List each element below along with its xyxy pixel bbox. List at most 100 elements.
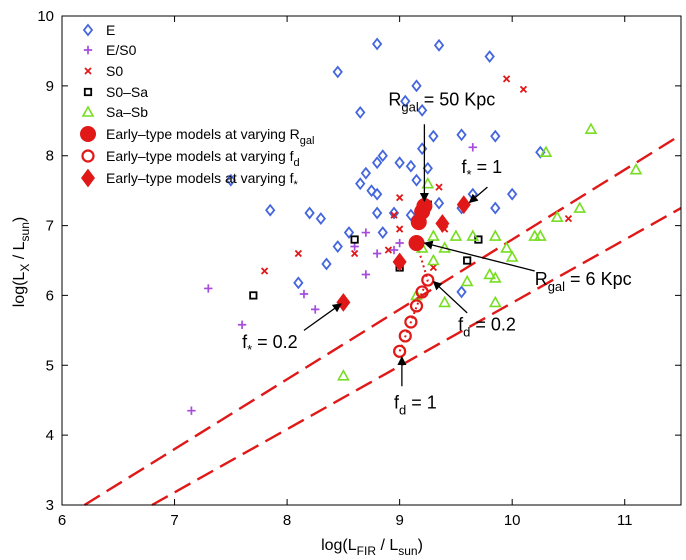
y-tick-label: 8 [46,148,54,165]
data-point [372,249,382,258]
legend-label-e: E [106,22,115,38]
data-point [204,284,213,293]
data-point [355,177,366,191]
data-point [488,229,502,241]
y-tick-label: 7 [46,218,54,235]
data-point [265,203,276,217]
arrow-rgal6 [423,240,535,272]
legend-marker-rgal [80,126,96,142]
data-point [428,129,439,143]
legend-label-rgal: Early–type models at varying Rgal [106,126,314,147]
data-point [405,208,417,222]
data-point [421,273,435,287]
data-point [460,274,474,287]
data-point [343,226,355,239]
data-point [315,212,327,226]
data-point [519,85,528,93]
data-point [225,173,236,187]
y-axis-label: log(LX / Lsun) [11,217,32,308]
data-point [584,122,598,134]
data-point [535,145,546,159]
arrow-fd02 [432,280,468,314]
data-point [422,161,433,175]
legend-label-s0-sa: S0–Sa [106,84,148,100]
data-point [332,240,343,253]
axes: 6 7 8 9 10 11 3 4 5 6 7 8 9 10 [37,8,682,529]
annotation-rgal50: Rgal = 50 Kpc [388,89,495,114]
fit-line-lower [151,207,682,507]
data-point [337,369,350,381]
data-point [388,206,400,220]
data-point [435,183,443,191]
data-point [629,163,643,175]
data-point [488,271,502,283]
data-point [433,196,445,210]
y-tick-label: 6 [46,287,54,304]
data-point [398,329,412,343]
data-point [484,50,495,63]
data-point [350,249,359,258]
data-point [366,184,377,198]
annotation-fd02: fd = 0.2 [458,314,516,339]
annotations: Rgal = 50 Kpc f* = 1 Rgal = 6 Kpc fd = 0.2 f… [242,89,632,417]
legend-marker-e [82,23,94,37]
x-axis-label: log(LFIR / Lsun) [321,537,423,558]
data-point [408,235,425,252]
data-point [550,210,564,222]
legend-label-e-s0: E/S0 [106,42,137,58]
data-point [533,229,547,241]
data-point [415,285,429,299]
series-sa-sb [337,122,643,381]
arrow-fstar1 [468,186,488,204]
data-point [350,242,359,251]
data-point [394,156,405,170]
data-point [490,129,501,143]
data-point [483,267,497,280]
legend-marker-e-s0 [83,45,93,55]
annotation-rgal6: Rgal = 6 Kpc [535,269,632,294]
data-point [395,238,404,248]
data-point [377,149,388,163]
data-point [502,75,511,83]
legend-marker-s0 [84,67,92,75]
data-point [404,315,418,329]
data-point [260,267,269,275]
data-point [187,406,196,415]
data-point [468,143,477,152]
data-point [427,229,440,241]
data-point [371,206,383,220]
data-point [395,225,404,233]
fit-line-upper [83,133,682,507]
data-point [507,187,518,201]
legend-label-s0: S0 [106,63,123,79]
data-point [384,246,393,254]
data-point [433,38,445,52]
data-point [355,105,366,119]
data-point [360,166,372,180]
data-point [463,256,472,265]
data-point [332,65,343,79]
legend-label-fd: Early–type models at varying fd [106,148,300,169]
legend-marker-fstar [81,168,95,188]
data-point [456,285,467,299]
data-point [400,94,411,108]
legend: E E/S0 S0 S0–Sa Sa–Sb Early–type models at va… [80,22,314,191]
data-point [299,289,309,299]
data-point [564,214,573,223]
data-point [416,103,428,117]
data-point [294,249,302,258]
legend-label-fstar: Early–type models at varying f* [106,170,299,191]
x-tick-label: 11 [617,512,633,529]
data-point [409,299,424,313]
data-point [371,187,383,201]
data-point [395,193,404,202]
data-point [456,128,467,142]
data-point [411,79,422,93]
data-point [311,305,320,314]
data-point [421,177,435,189]
data-point [438,295,452,308]
x-tick-label: 9 [395,512,403,529]
data-point [429,263,438,272]
data-point [405,159,417,173]
